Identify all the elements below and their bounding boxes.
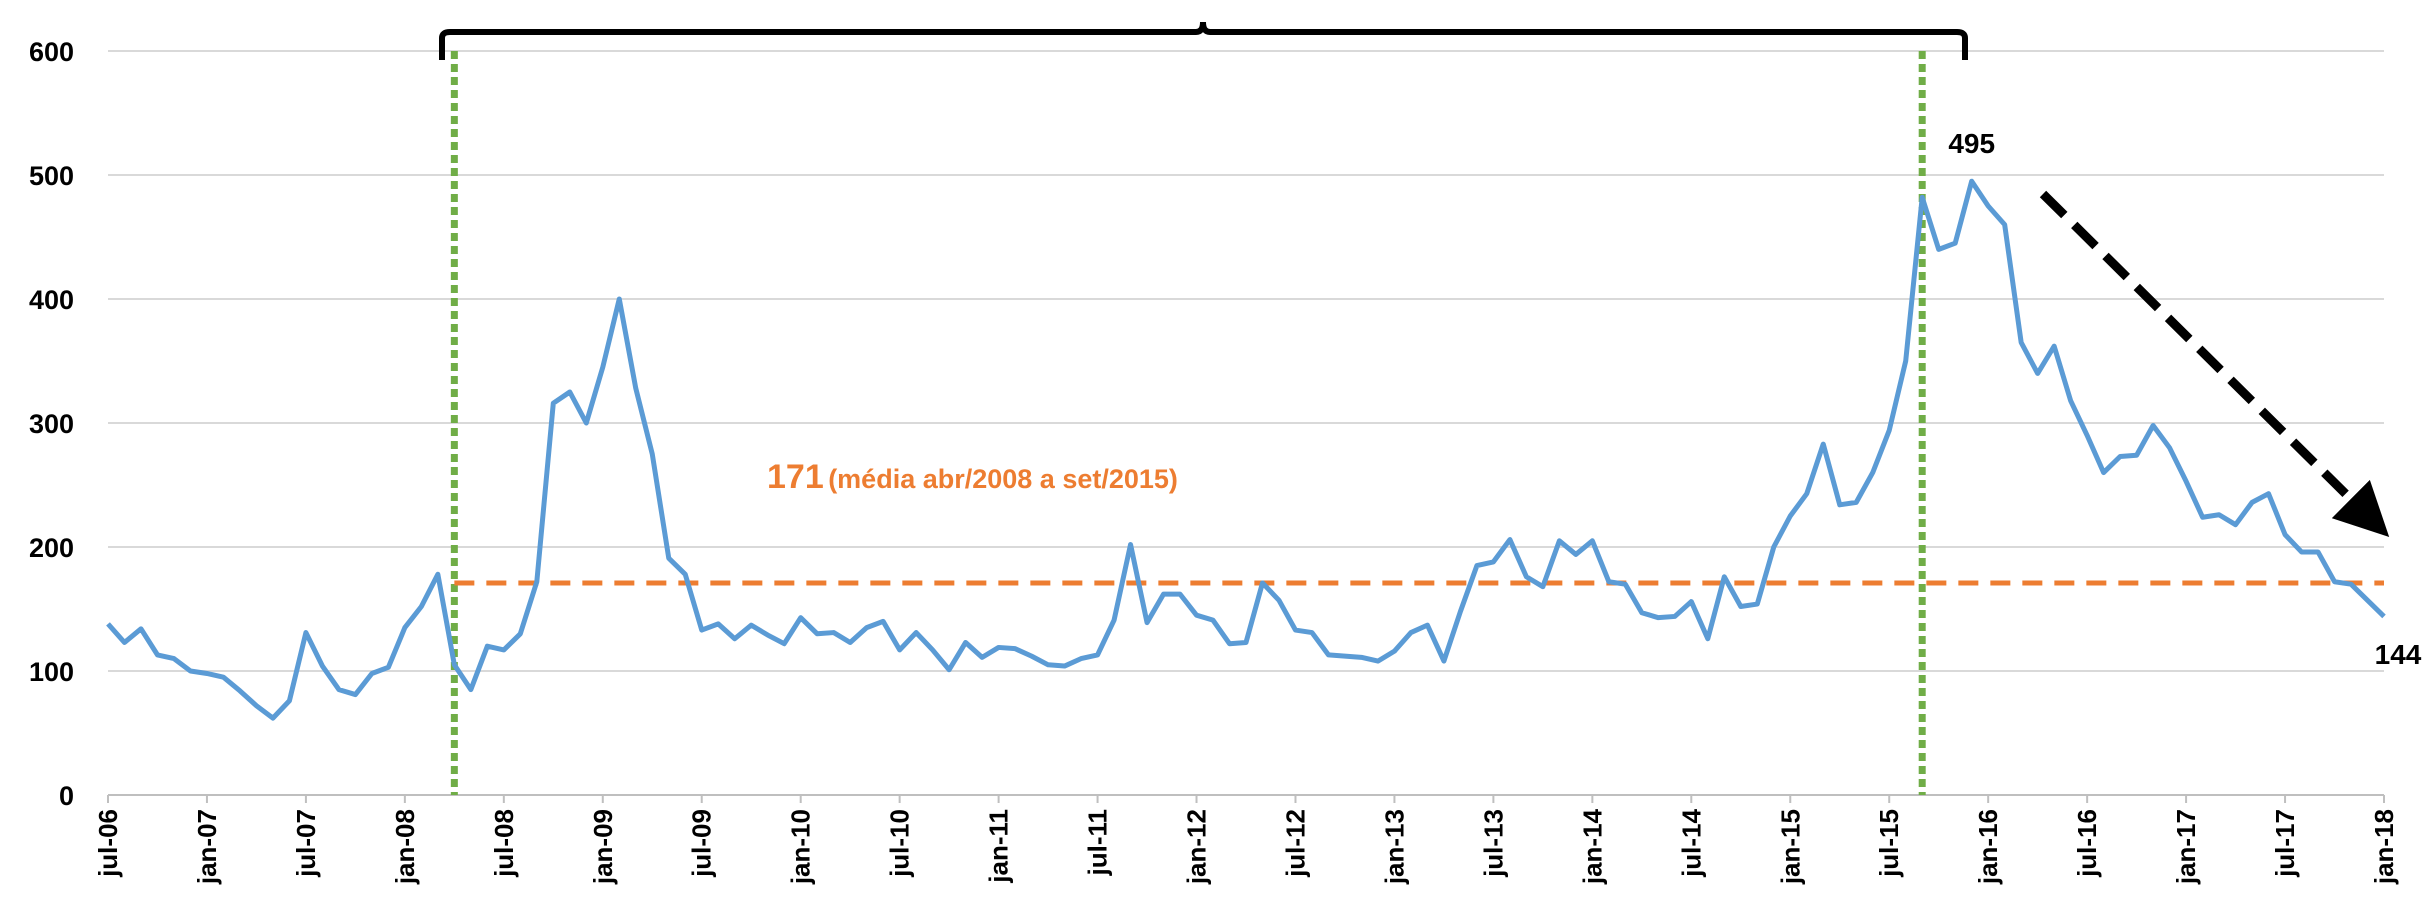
x-tick-label: jan-14 <box>1577 808 1607 885</box>
x-tick-label: jul-08 <box>489 809 519 878</box>
y-tick-label: 100 <box>29 657 74 687</box>
y-tick-label: 500 <box>29 161 74 191</box>
x-tick-label: jul-14 <box>1676 808 1706 877</box>
x-tick-label: jul-17 <box>2270 809 2300 878</box>
x-tick-label: jul-15 <box>1874 809 1904 878</box>
x-tick-label: jul-07 <box>291 809 321 878</box>
period-brace <box>439 21 1968 60</box>
last-label: 144 <box>2375 639 2422 670</box>
x-tick-label: jan-11 <box>984 809 1014 884</box>
y-tick-label: 600 <box>29 37 74 67</box>
x-tick-label: jul-11 <box>1083 809 1113 876</box>
x-tick-label: jan-07 <box>192 809 222 885</box>
x-tick-label: jul-06 <box>93 809 123 878</box>
series-line <box>106 178 2386 721</box>
x-tick-label: jul-12 <box>1280 809 1310 878</box>
y-tick-label: 300 <box>29 409 74 439</box>
x-tick-label: jan-18 <box>2369 809 2399 885</box>
x-tick-label: jan-16 <box>1973 809 2003 885</box>
trend-arrow <box>2039 190 2390 538</box>
x-tick-label: jan-13 <box>1379 809 1409 885</box>
x-tick-label: jan-09 <box>588 809 618 885</box>
y-tick-label: 200 <box>29 533 74 563</box>
x-tick-label: jul-16 <box>2072 809 2102 878</box>
x-tick-label: jan-08 <box>390 809 420 885</box>
x-tick-label: jan-12 <box>1182 809 1212 885</box>
x-tick-label: jul-10 <box>885 809 915 878</box>
x-tick-label: jul-09 <box>687 809 717 878</box>
average-label: 171 (média abr/2008 a set/2015) <box>767 458 1178 496</box>
plot: 0 100 200 300 400 500 600 jul-06 jan-07 jul-07 jan… <box>29 37 2422 885</box>
x-tick-label: jan-10 <box>786 809 816 885</box>
x-tick-label: jan-15 <box>1775 809 1805 885</box>
y-tick-label: 400 <box>29 285 74 315</box>
peak-label: 495 <box>1948 128 1995 159</box>
x-tick-label: jan-17 <box>2171 809 2201 885</box>
y-tick-label: 0 <box>59 781 74 811</box>
x-tick-label: jul-13 <box>1478 809 1508 878</box>
